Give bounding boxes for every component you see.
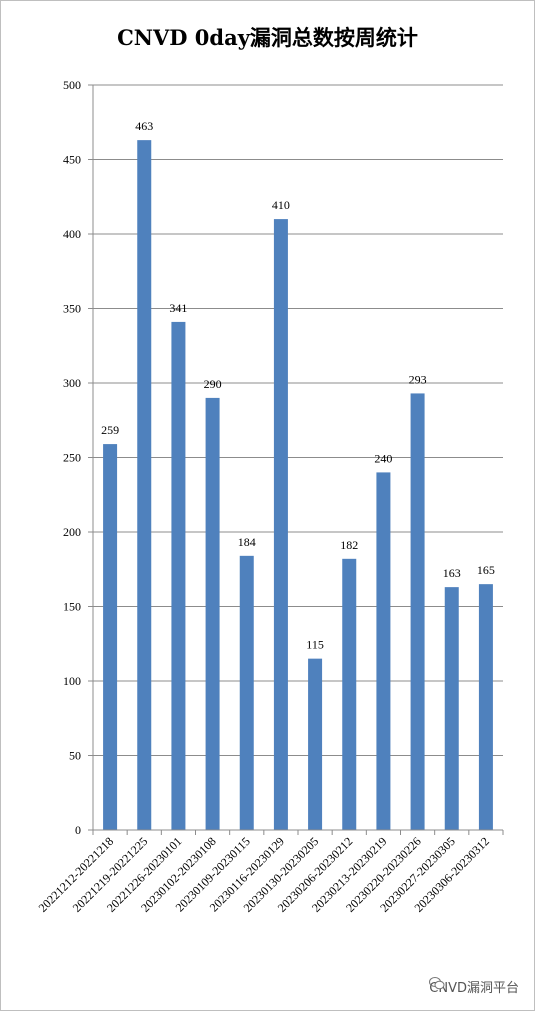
data-label: 240 <box>374 451 392 465</box>
y-tick-label: 0 <box>75 823 81 837</box>
y-tick-label: 300 <box>63 376 81 390</box>
y-axis: 0 50 100 150 200 250 300 350 400 450 500 <box>63 78 94 837</box>
y-tick-label: 250 <box>63 451 81 465</box>
watermark-text: CNVD漏洞平台 <box>429 981 519 996</box>
data-label: 463 <box>135 119 153 133</box>
y-tick-label: 100 <box>63 674 81 688</box>
data-label: 410 <box>272 198 290 212</box>
data-label: 293 <box>409 372 427 386</box>
bar <box>273 219 288 831</box>
bar <box>171 321 186 830</box>
data-label: 259 <box>101 423 119 437</box>
bar <box>376 472 391 830</box>
wechat-icon <box>429 977 445 990</box>
bars: 259 463 341 290 184 410 115 182 240 293 163 165 <box>101 119 495 831</box>
bar <box>137 140 152 830</box>
gridlines <box>93 84 503 756</box>
x-axis: 20221212-2022121820221219-20221225202212… <box>36 829 504 915</box>
bar <box>205 397 220 830</box>
data-label: 184 <box>238 535 256 549</box>
data-label: 341 <box>169 301 187 315</box>
y-tick-label: 500 <box>63 78 81 92</box>
data-label: 163 <box>443 566 461 580</box>
y-tick-label: 400 <box>63 227 81 241</box>
bar <box>478 584 493 830</box>
bar <box>342 558 357 830</box>
bar <box>103 444 118 830</box>
y-tick-label: 450 <box>63 153 81 167</box>
watermark: CNVD漏洞平台 <box>429 977 519 996</box>
chart-title: CNVD 0day漏洞总数按周统计 <box>117 25 418 50</box>
data-label: 290 <box>204 377 222 391</box>
bar <box>239 555 254 830</box>
y-tick-label: 350 <box>63 302 81 316</box>
bar <box>444 587 459 830</box>
bar <box>410 393 425 830</box>
bar <box>308 658 323 830</box>
y-tick-label: 200 <box>63 525 81 539</box>
y-tick-label: 50 <box>69 749 81 763</box>
y-tick-label: 150 <box>63 600 81 614</box>
data-label: 165 <box>477 563 495 577</box>
data-label: 182 <box>340 538 358 552</box>
data-label: 115 <box>306 638 324 652</box>
